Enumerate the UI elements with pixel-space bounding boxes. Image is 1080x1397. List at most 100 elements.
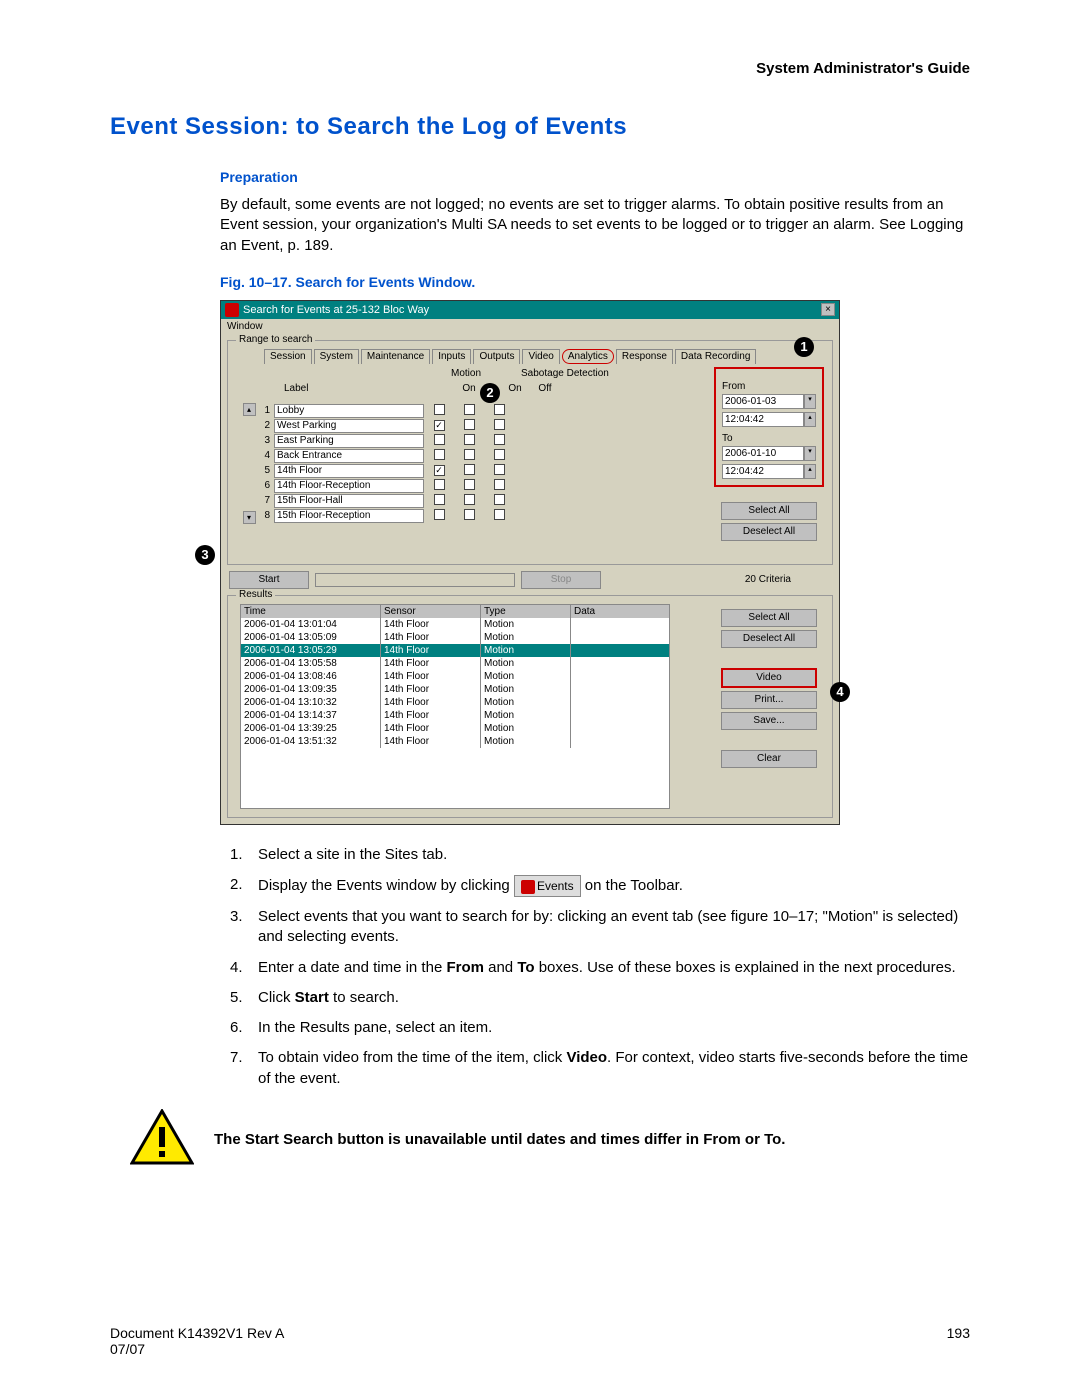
scroll-down-icon[interactable]: ▾: [243, 511, 256, 524]
result-row[interactable]: 2006-01-04 13:51:3214th FloorMotion: [241, 735, 669, 748]
row-label[interactable]: 14th Floor-Reception: [274, 479, 424, 493]
spin-icon[interactable]: ▾: [804, 394, 816, 409]
steps-list: 1.Select a site in the Sites tab.2.Displ…: [230, 845, 970, 1089]
row-label[interactable]: 15th Floor-Reception: [274, 509, 424, 523]
step: 2.Display the Events window by clicking …: [230, 875, 970, 897]
row-num: 5: [256, 465, 270, 476]
to-time-input[interactable]: 12:04:42: [722, 464, 804, 479]
spin-icon[interactable]: ▴: [804, 464, 816, 479]
checkbox[interactable]: [494, 434, 505, 445]
checkbox[interactable]: [464, 419, 475, 430]
tab-video[interactable]: Video: [522, 349, 559, 364]
tab-session[interactable]: Session: [264, 349, 312, 364]
checkbox[interactable]: [434, 404, 445, 415]
checkbox[interactable]: [494, 464, 505, 475]
checkbox[interactable]: ✓: [434, 420, 445, 431]
checkbox[interactable]: [464, 509, 475, 520]
off-col: Off: [530, 383, 560, 403]
col-data[interactable]: Data: [571, 605, 669, 618]
result-row[interactable]: 2006-01-04 13:08:4614th FloorMotion: [241, 670, 669, 683]
row-label[interactable]: Lobby: [274, 404, 424, 418]
motion-col: Motion: [451, 368, 481, 379]
stop-button[interactable]: Stop: [521, 571, 601, 589]
titlebar: Search for Events at 25-132 Bloc Way ×: [221, 301, 839, 319]
col-time[interactable]: Time: [241, 605, 381, 618]
print-button[interactable]: Print...: [721, 691, 817, 709]
warning-icon: [130, 1109, 194, 1170]
row-label[interactable]: 15th Floor-Hall: [274, 494, 424, 508]
result-row[interactable]: 2006-01-04 13:05:5814th FloorMotion: [241, 657, 669, 670]
col-sensor[interactable]: Sensor: [381, 605, 481, 618]
save-button[interactable]: Save...: [721, 712, 817, 730]
row-num: 8: [256, 510, 270, 521]
tab-inputs[interactable]: Inputs: [432, 349, 471, 364]
result-row[interactable]: 2006-01-04 13:10:3214th FloorMotion: [241, 696, 669, 709]
row-num: 6: [256, 480, 270, 491]
tab-analytics[interactable]: Analytics: [562, 349, 614, 364]
app-icon: [225, 303, 239, 317]
col-type[interactable]: Type: [481, 605, 571, 618]
checkbox[interactable]: [434, 494, 445, 505]
row-label[interactable]: 14th Floor: [274, 464, 424, 478]
video-button[interactable]: Video: [721, 668, 817, 688]
clear-button[interactable]: Clear: [721, 750, 817, 768]
result-row[interactable]: 2006-01-04 13:05:0914th FloorMotion: [241, 631, 669, 644]
checkbox[interactable]: [494, 509, 505, 520]
checkbox[interactable]: [464, 434, 475, 445]
result-row[interactable]: 2006-01-04 13:14:3714th FloorMotion: [241, 709, 669, 722]
tab-maintenance[interactable]: Maintenance: [361, 349, 430, 364]
checkbox[interactable]: [464, 494, 475, 505]
warning-text: The Start Search button is unavailable u…: [214, 1131, 970, 1148]
results-select-all-button[interactable]: Select All: [721, 609, 817, 627]
result-row[interactable]: 2006-01-04 13:39:2514th FloorMotion: [241, 722, 669, 735]
results-deselect-all-button[interactable]: Deselect All: [721, 630, 817, 648]
checkbox[interactable]: [494, 494, 505, 505]
tab-outputs[interactable]: Outputs: [473, 349, 520, 364]
checkbox[interactable]: [464, 479, 475, 490]
row-label[interactable]: West Parking: [274, 419, 424, 433]
spin-icon[interactable]: ▴: [804, 412, 816, 427]
from-to-panel: From 2006-01-03▾ 12:04:42▴ To 2006-01-10…: [714, 367, 824, 487]
checkbox[interactable]: [464, 464, 475, 475]
row-label[interactable]: East Parking: [274, 434, 424, 448]
checkbox[interactable]: [434, 509, 445, 520]
range-label: Range to search: [236, 334, 315, 345]
result-row[interactable]: 2006-01-04 13:05:2914th FloorMotion: [241, 644, 669, 657]
criteria-text: 20 Criteria: [745, 574, 791, 585]
tab-response[interactable]: Response: [616, 349, 673, 364]
spin-icon[interactable]: ▾: [804, 446, 816, 461]
footer: Document K14392V1 Rev A 07/07 193: [110, 1325, 970, 1357]
tab-system[interactable]: System: [314, 349, 359, 364]
checkbox[interactable]: [494, 419, 505, 430]
from-time-input[interactable]: 12:04:42: [722, 412, 804, 427]
checkbox[interactable]: [434, 434, 445, 445]
results-table: Time Sensor Type Data 2006-01-04 13:01:0…: [240, 604, 670, 809]
menu-window[interactable]: Window: [221, 319, 839, 334]
from-date-input[interactable]: 2006-01-03: [722, 394, 804, 409]
tab-data-recording[interactable]: Data Recording: [675, 349, 756, 364]
checkbox[interactable]: [494, 479, 505, 490]
result-row[interactable]: 2006-01-04 13:01:0414th FloorMotion: [241, 618, 669, 631]
callout-1: 1: [794, 337, 814, 357]
scroll-up-icon[interactable]: ▴: [243, 403, 256, 416]
deselect-all-button[interactable]: Deselect All: [721, 523, 817, 541]
checkbox[interactable]: [464, 449, 475, 460]
results-group: Results Time Sensor Type Data 2006-01-04…: [227, 595, 833, 818]
checkbox[interactable]: [494, 449, 505, 460]
checkbox[interactable]: ✓: [434, 465, 445, 476]
callout-4: 4: [830, 682, 850, 702]
preparation-text: By default, some events are not logged; …: [220, 195, 970, 256]
checkbox[interactable]: [464, 404, 475, 415]
checkbox[interactable]: [434, 449, 445, 460]
figure-caption: Fig. 10–17. Search for Events Window.: [220, 274, 970, 290]
checkbox[interactable]: [494, 404, 505, 415]
close-icon[interactable]: ×: [821, 303, 835, 316]
checkbox[interactable]: [434, 479, 445, 490]
select-all-button[interactable]: Select All: [721, 502, 817, 520]
event-tabs: SessionSystemMaintenanceInputsOutputsVid…: [264, 349, 824, 364]
start-button[interactable]: Start: [229, 571, 309, 589]
to-date-input[interactable]: 2006-01-10: [722, 446, 804, 461]
result-row[interactable]: 2006-01-04 13:09:3514th FloorMotion: [241, 683, 669, 696]
row-label[interactable]: Back Entrance: [274, 449, 424, 463]
footer-page: 193: [947, 1325, 970, 1357]
